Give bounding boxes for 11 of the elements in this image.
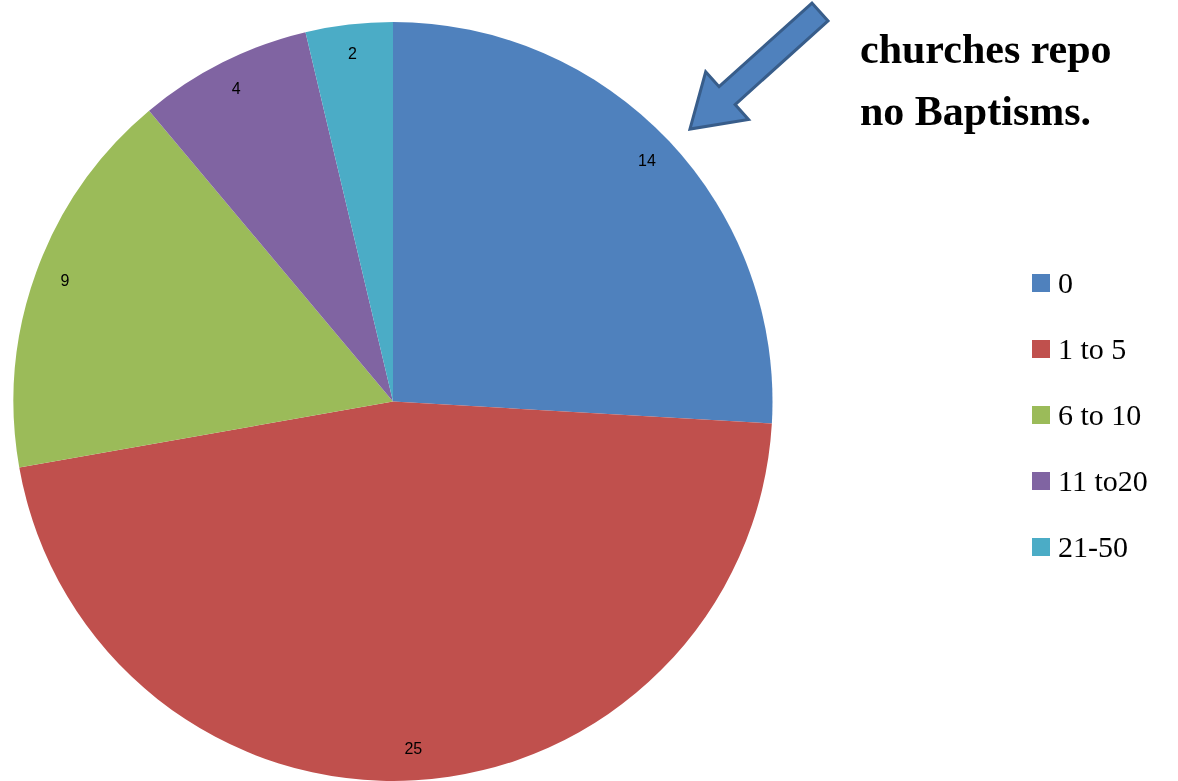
legend-label: 21-50 — [1058, 530, 1128, 564]
data-label: 14 — [638, 152, 656, 170]
legend-label: 11 to20 — [1058, 464, 1148, 498]
data-label: 25 — [404, 740, 423, 758]
legend-label: 1 to 5 — [1058, 332, 1127, 366]
legend-label: 6 to 10 — [1058, 398, 1142, 432]
data-label: 4 — [231, 79, 241, 97]
legend-label: 0 — [1058, 266, 1073, 300]
data-label: 9 — [60, 272, 70, 290]
data-label: 2 — [348, 45, 358, 63]
text: churches repo no Baptisms. — [860, 25, 1112, 136]
